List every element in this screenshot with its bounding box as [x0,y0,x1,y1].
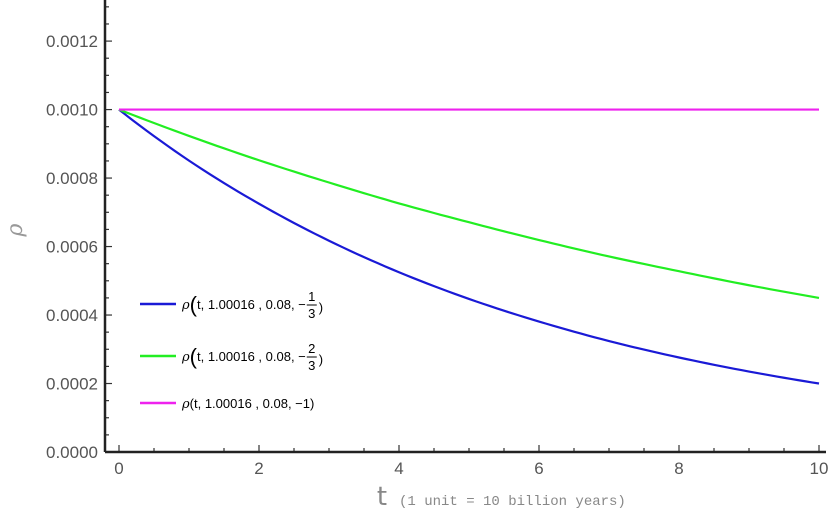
legend: ρ(t, 1.00016 , 0.08, −13)ρ(t, 1.00016 , … [140,289,323,412]
legend-label: ρ(t, 1.00016 , 0.08, − [181,292,306,317]
legend-paren: ) [319,300,323,315]
legend-entry-2: ρ(t, 1.00016 , 0.08, −2 3) [140,341,323,373]
x-tick-label: 10 [810,459,829,478]
legend-paren: ) [319,352,323,367]
x-axis-ticks: 0 2 4 6 8 10 [114,445,828,478]
y-axis-label: ρ [3,223,28,237]
legend-fraction-denominator: 3 [308,306,315,321]
x-tick-label: 0 [114,459,123,478]
series-line-2 [118,108,820,299]
y-tick-label: 0.0006 [46,238,98,257]
series-lines [118,108,820,385]
y-tick-label: 0.0012 [46,32,98,51]
x-tick-label: 8 [674,459,683,478]
x-axis-label: t [377,482,387,512]
y-tick-label: 0.0004 [46,306,98,325]
y-tick-label: 0.0000 [46,443,98,462]
y-tick-label: 0.0008 [46,169,98,188]
legend-entry-1: ρ(t, 1.00016 , 0.08, −1 3) [140,289,323,321]
x-tick-label: 6 [534,459,543,478]
legend-label: ρ(t, 1.00016 , 0.08, − [181,344,306,369]
legend-label: ρ(t, 1.00016 , 0.08, −1) [181,396,314,412]
legend-entry-3: ρ(t, 1.00016 , 0.08, −1) [140,396,314,412]
y-tick-label: 0.0010 [46,101,98,120]
y-axis-ticks: 0.0000 0.0002 0.0004 0.0006 0.0008 0.0010 0.00… [46,6,112,462]
x-tick-label: 4 [394,459,403,478]
x-tick-label: 2 [254,459,263,478]
y-tick-label: 0.0002 [46,375,98,394]
series-line-1 [118,108,820,385]
legend-fraction-denominator: 3 [308,358,315,373]
legend-fraction-numerator: 1 [308,289,315,304]
x-axis-label-note: (1 unit = 10 billion years) [399,494,626,510]
legend-fraction-numerator: 2 [308,341,315,356]
